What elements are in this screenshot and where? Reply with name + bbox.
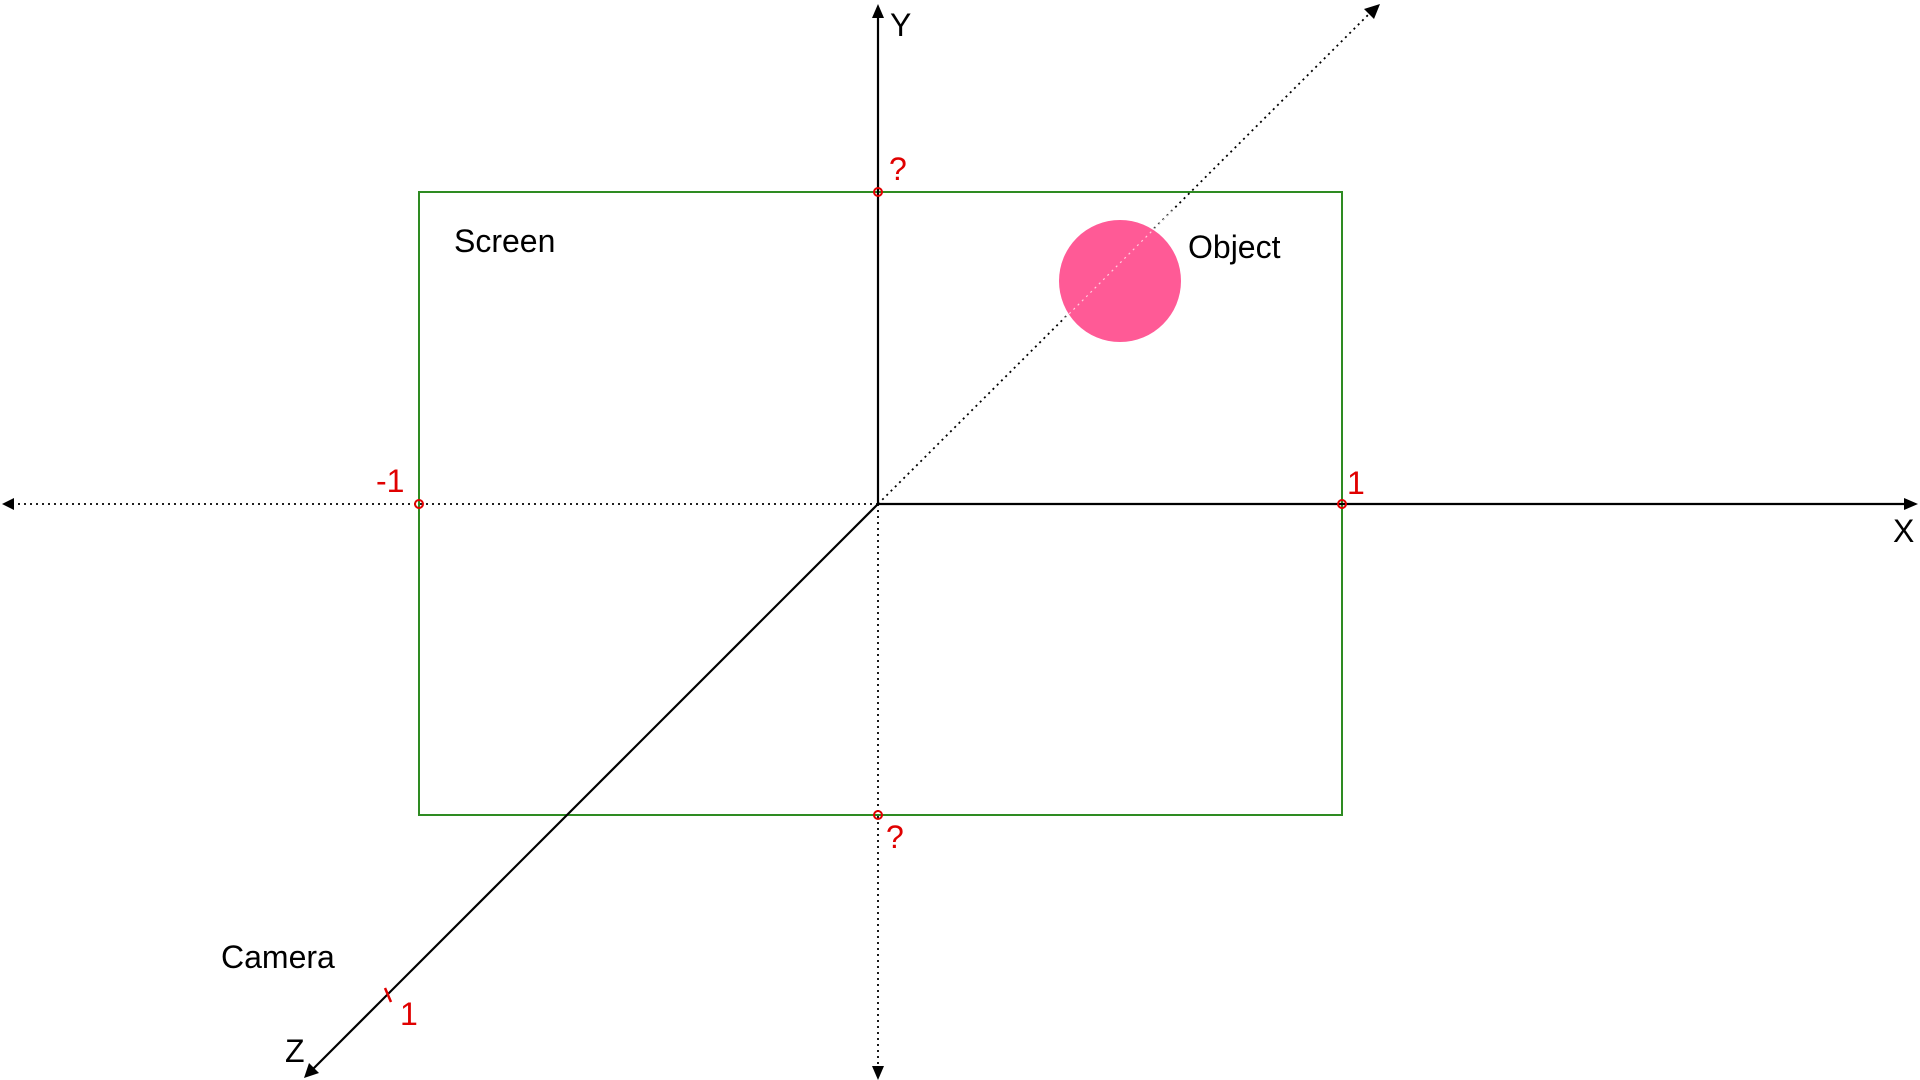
object-label: Object: [1188, 229, 1281, 265]
x-axis-negative-arrowhead: [2, 498, 14, 510]
z-axis-positive: [311, 503, 879, 1071]
screen-label: Screen: [454, 223, 555, 259]
y-top-mark: ?: [889, 151, 907, 187]
z-camera-mark: 1: [400, 996, 418, 1032]
z-axis-negative-arrowhead: [1364, 4, 1380, 19]
object-circle: [1059, 220, 1181, 342]
x-axis-arrowhead: [1904, 498, 1918, 510]
tick-mark-y-top: [873, 187, 883, 197]
z-axis-label: Z: [285, 1033, 305, 1069]
z-axis-arrowhead: [304, 1063, 319, 1078]
y-axis-negative-arrowhead: [872, 1066, 884, 1080]
tick-mark-x-negative: [414, 499, 424, 509]
y-axis-arrowhead: [872, 4, 884, 18]
camera-label: Camera: [221, 939, 335, 975]
y-axis-label: Y: [890, 7, 911, 43]
x-axis-label: X: [1893, 513, 1914, 549]
z-axis-negative-dotted: [877, 12, 1371, 505]
tick-mark-x-positive: [1337, 499, 1347, 509]
tick-mark-y-bottom: [873, 810, 883, 820]
y-bottom-mark: ?: [886, 819, 904, 855]
tick-mark-z-camera: [383, 987, 393, 1003]
z-axis-over-object: [1064, 207, 1176, 319]
x-positive-mark: 1: [1347, 465, 1365, 501]
x-negative-mark: -1: [376, 463, 404, 499]
